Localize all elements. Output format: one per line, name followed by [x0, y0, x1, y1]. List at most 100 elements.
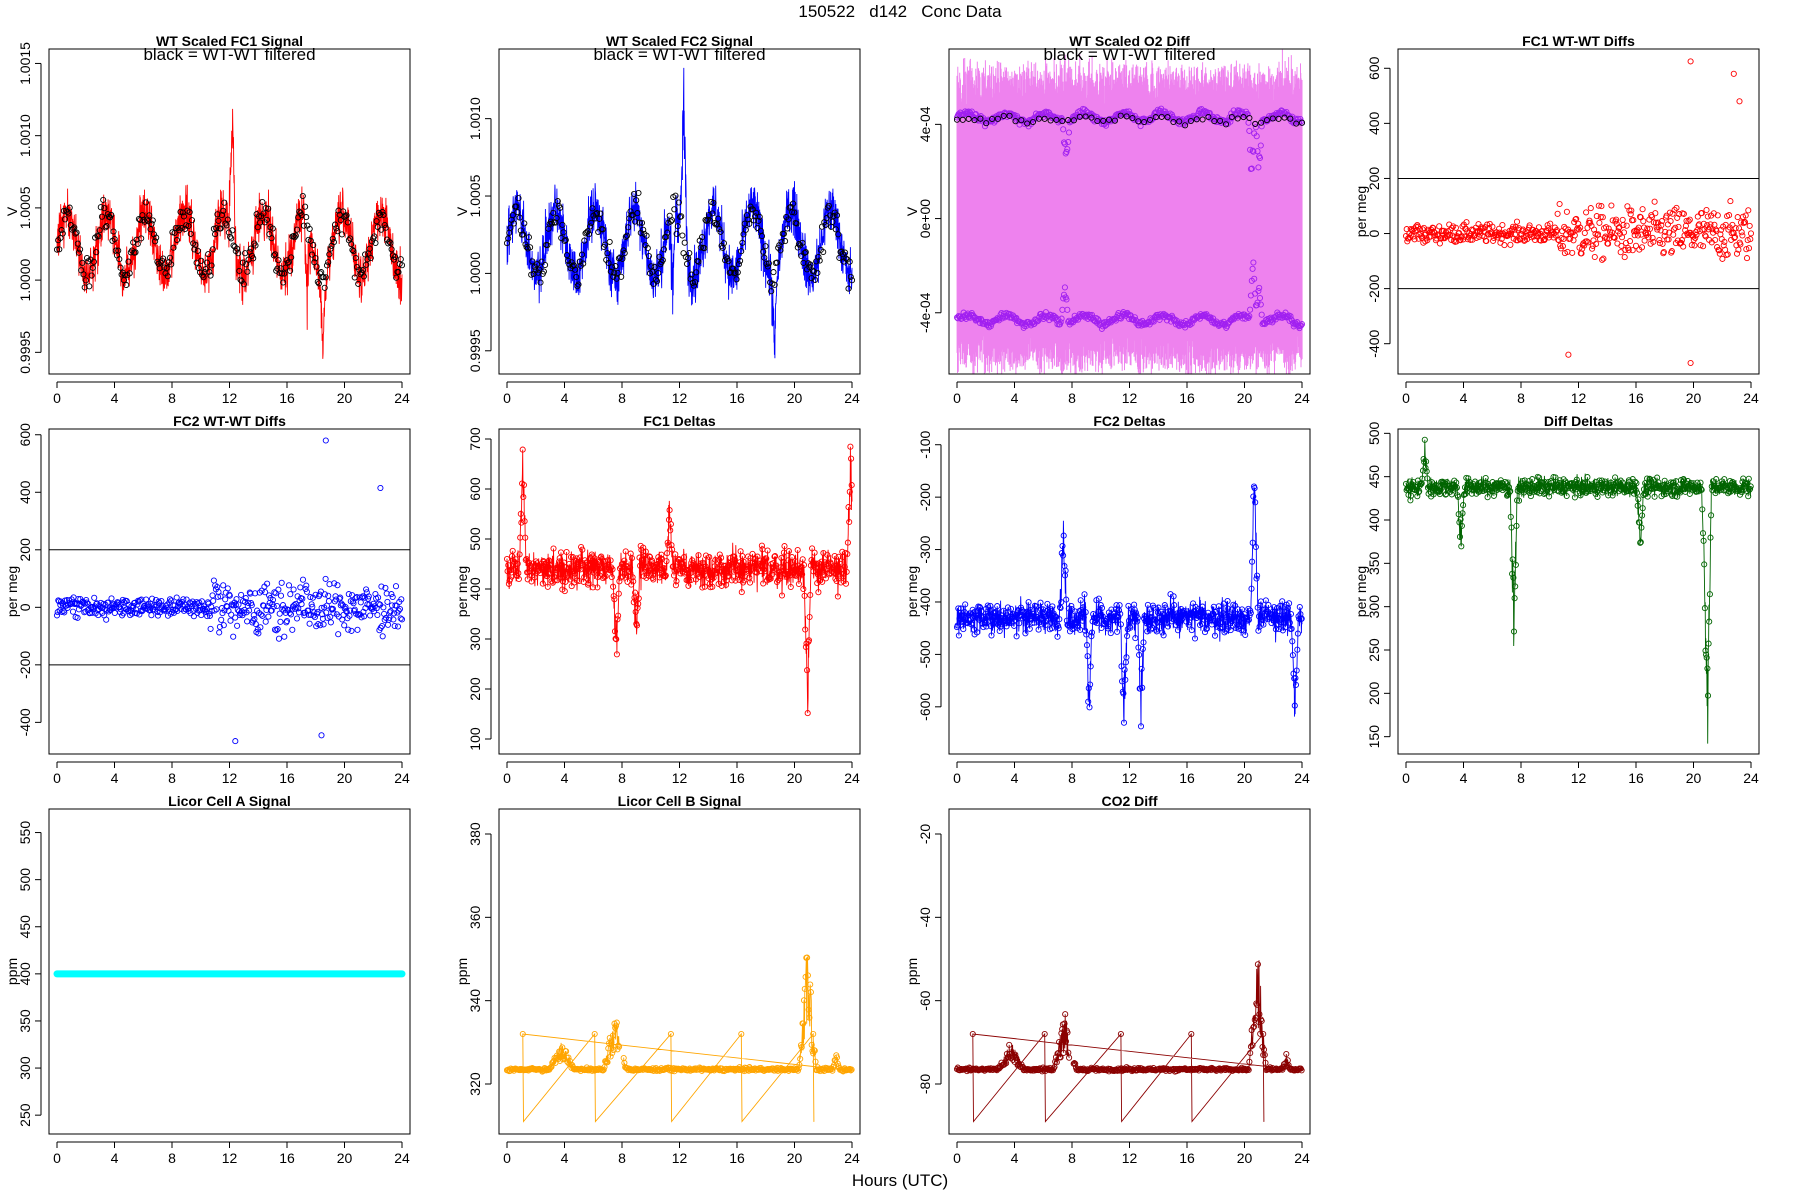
data-point [1128, 605, 1135, 613]
data-point [1458, 522, 1465, 529]
data-point [1734, 214, 1741, 221]
data-point [311, 614, 318, 621]
data-point [365, 593, 372, 600]
data-point [1583, 238, 1590, 245]
data-point [1148, 319, 1155, 326]
data-point [1625, 488, 1632, 495]
data-point [1067, 620, 1074, 627]
data-point [987, 602, 994, 609]
data-point [270, 603, 277, 610]
data-point [325, 598, 332, 605]
data-point [509, 212, 516, 219]
data-point [1737, 241, 1744, 248]
data-point [981, 619, 988, 626]
data-point [1594, 493, 1601, 500]
data-point [505, 235, 512, 242]
data-point [600, 1066, 607, 1073]
data-point [1521, 477, 1528, 484]
y-tick-label: 4e-04 [917, 106, 933, 142]
x-axis: 0 4 8 12 16 20 24 [1402, 761, 1759, 786]
data-point [686, 250, 693, 257]
data-point [1695, 222, 1702, 229]
data-point [615, 1042, 622, 1049]
data-point [1153, 628, 1160, 635]
data-point [297, 584, 304, 591]
x-tick-label: 24 [844, 390, 860, 406]
data-point [1598, 203, 1605, 210]
data-point [701, 566, 708, 573]
y-tick-label: -200 [17, 651, 33, 679]
x-tick-label: 20 [1686, 390, 1702, 406]
data-point [1700, 243, 1707, 250]
data-point [790, 200, 797, 207]
data-point [510, 220, 517, 227]
data-point [699, 584, 706, 591]
data-point [1587, 205, 1594, 212]
data-point [1697, 242, 1704, 249]
data-point [959, 116, 966, 123]
data-point [152, 238, 159, 245]
data-point [1116, 602, 1123, 609]
data-point [610, 1046, 617, 1054]
data-point [103, 616, 110, 623]
x-tick-label: 16 [1179, 770, 1195, 786]
y-tick-label: -400 [917, 588, 933, 616]
data-point [1660, 248, 1667, 256]
data-point [228, 611, 235, 618]
data-point [762, 243, 769, 250]
data-point [337, 594, 344, 601]
data-point [962, 601, 969, 608]
y-axis-label: per meg [1353, 186, 1369, 237]
data-point [1141, 118, 1148, 126]
data-point [395, 607, 402, 614]
data-point [550, 545, 557, 552]
data-point [218, 616, 225, 623]
data-point [542, 561, 549, 568]
data-point [1239, 620, 1246, 627]
data-point [559, 1044, 566, 1051]
data-point [1611, 234, 1618, 241]
panel-licor-a: 0 4 8 12 16 20 24250300350400450500550ppmLicor… [4, 793, 411, 1166]
data-point [1240, 623, 1247, 630]
data-point [521, 220, 528, 227]
data-point [1624, 483, 1631, 490]
data-point [230, 242, 237, 249]
data-point [755, 217, 762, 224]
data-point [520, 481, 528, 489]
data-point [515, 570, 522, 577]
plot-frame [498, 48, 861, 375]
data-point [388, 602, 396, 609]
data-point [1199, 603, 1206, 610]
data-point [974, 629, 981, 636]
data-point [1001, 1061, 1008, 1068]
x-tick-label: 24 [844, 1150, 860, 1166]
data-point [576, 258, 583, 265]
data-point [604, 250, 611, 257]
data-point [1686, 216, 1693, 223]
data-point [1735, 246, 1742, 253]
data-point [1662, 228, 1669, 235]
data-point [287, 267, 294, 274]
data-point [738, 248, 745, 255]
data-point [567, 576, 574, 583]
plot-frame [48, 428, 411, 755]
data-point [1146, 606, 1153, 613]
data-point [372, 239, 379, 247]
series-diff-deltas [1402, 436, 1754, 744]
data-point [103, 223, 110, 230]
data-point [1699, 506, 1706, 513]
data-point [349, 246, 356, 254]
data-point [322, 274, 329, 281]
x-tick-label: 0 [1402, 390, 1410, 406]
data-point [975, 616, 983, 623]
data-point [97, 204, 104, 211]
data-point [390, 610, 398, 617]
data-point [1253, 133, 1260, 140]
data-point [242, 595, 249, 602]
data-point [610, 583, 617, 590]
data-point [778, 238, 785, 246]
data-point [1512, 583, 1519, 590]
data-point [575, 281, 582, 288]
data-point [1297, 115, 1304, 123]
data-point [1747, 230, 1755, 237]
